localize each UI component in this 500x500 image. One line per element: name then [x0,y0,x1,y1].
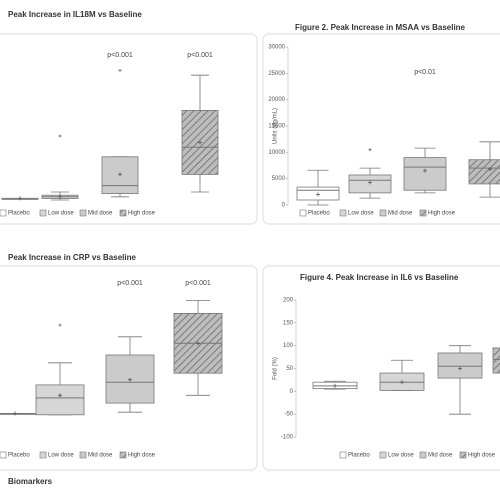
y-tick-label: 0 [290,389,294,395]
y-tick-label: 25000 [268,71,285,77]
y-axis-label: Fold (%) [273,357,279,380]
legend-swatch [419,451,427,459]
legend-swatch [119,451,127,459]
mean-marker [423,168,427,173]
y-tick-label: 10000 [268,150,285,156]
mean-marker [488,167,492,172]
legend-label: Mid dose [88,453,113,459]
p-value: p<0.001 [117,280,143,287]
panel-frame [262,265,500,471]
box [403,157,447,191]
y-tick-label: 100 [283,343,294,349]
legend-swatch [339,209,347,217]
box [181,110,219,175]
p-value: p<0.001 [185,280,211,287]
mean-marker [458,366,462,371]
y-tick-label: 150 [283,320,294,326]
y-tick-label: 30000 [268,45,285,51]
outlier [58,323,62,327]
mean-marker [333,383,337,388]
footer: Biomarkers [8,477,53,486]
legend-swatch [119,209,127,217]
mean-marker [198,140,202,145]
p-value: p<0.01 [414,69,436,76]
legend-swatch [0,209,7,217]
mean-marker [18,196,22,201]
panel-frame [262,33,500,225]
y-axis-label: Units (pg/mL) [273,108,279,144]
legend-label: Placebo [348,453,370,459]
box [492,347,500,374]
legend-label: High dose [128,453,156,459]
chart-title: Peak Increase in CRP vs Baseline [8,253,136,262]
chart-title: Figure 4. Peak Increase in IL6 vs Baseli… [300,273,459,282]
legend-label: Placebo [8,453,30,459]
y-tick-label: 20000 [268,97,285,103]
box [437,352,483,379]
chart-title: Peak Increase in IL18M vs Baseline [8,10,142,19]
y-tick-label: 15000 [268,124,285,130]
legend-label: Placebo [8,211,30,217]
legend-label: Placebo [308,211,330,217]
y-tick-label: -50 [284,412,293,418]
legend-label: Low dose [348,211,374,217]
legend-label: Mid dose [428,453,453,459]
p-value: p<0.001 [187,52,213,59]
legend-label: Mid dose [88,211,113,217]
outlier [368,148,372,152]
mean-marker [196,341,200,346]
legend-label: Mid dose [388,211,413,217]
p-value: p<0.001 [107,52,133,59]
y-tick-label: -100 [281,435,294,441]
legend-swatch [39,451,47,459]
legend-swatch [39,209,47,217]
y-tick-label: 50 [286,366,293,372]
mean-marker [368,180,372,185]
mean-marker [58,393,62,398]
panel-frame [0,265,258,471]
mean-marker [58,194,62,199]
legend-label: High dose [428,211,456,217]
mean-marker [316,192,320,197]
y-tick-label: 5000 [272,176,286,182]
legend-label: High dose [128,211,156,217]
panel-frame [0,33,258,225]
mean-marker [128,377,132,382]
legend-swatch [79,209,87,217]
legend-swatch [0,451,7,459]
legend-swatch [379,451,387,459]
box [35,384,85,416]
mean-marker [118,172,122,177]
legend-label: High dose [468,453,496,459]
y-tick-label: 0 [282,203,286,209]
legend-swatch [459,451,467,459]
mean-marker [400,380,404,385]
legend-label: Low dose [388,453,414,459]
y-tick-label: 200 [283,298,294,304]
legend-swatch [299,209,307,217]
legend-swatch [339,451,347,459]
outlier [118,68,122,72]
legend-label: Low dose [48,211,74,217]
box [468,159,500,185]
chart-title: Figure 2. Peak Increase in MSAA vs Basel… [295,23,466,32]
mean-marker [13,411,17,416]
legend-swatch [79,451,87,459]
legend-swatch [419,209,427,217]
legend-label: Low dose [48,453,74,459]
outlier [58,134,62,138]
legend-swatch [379,209,387,217]
